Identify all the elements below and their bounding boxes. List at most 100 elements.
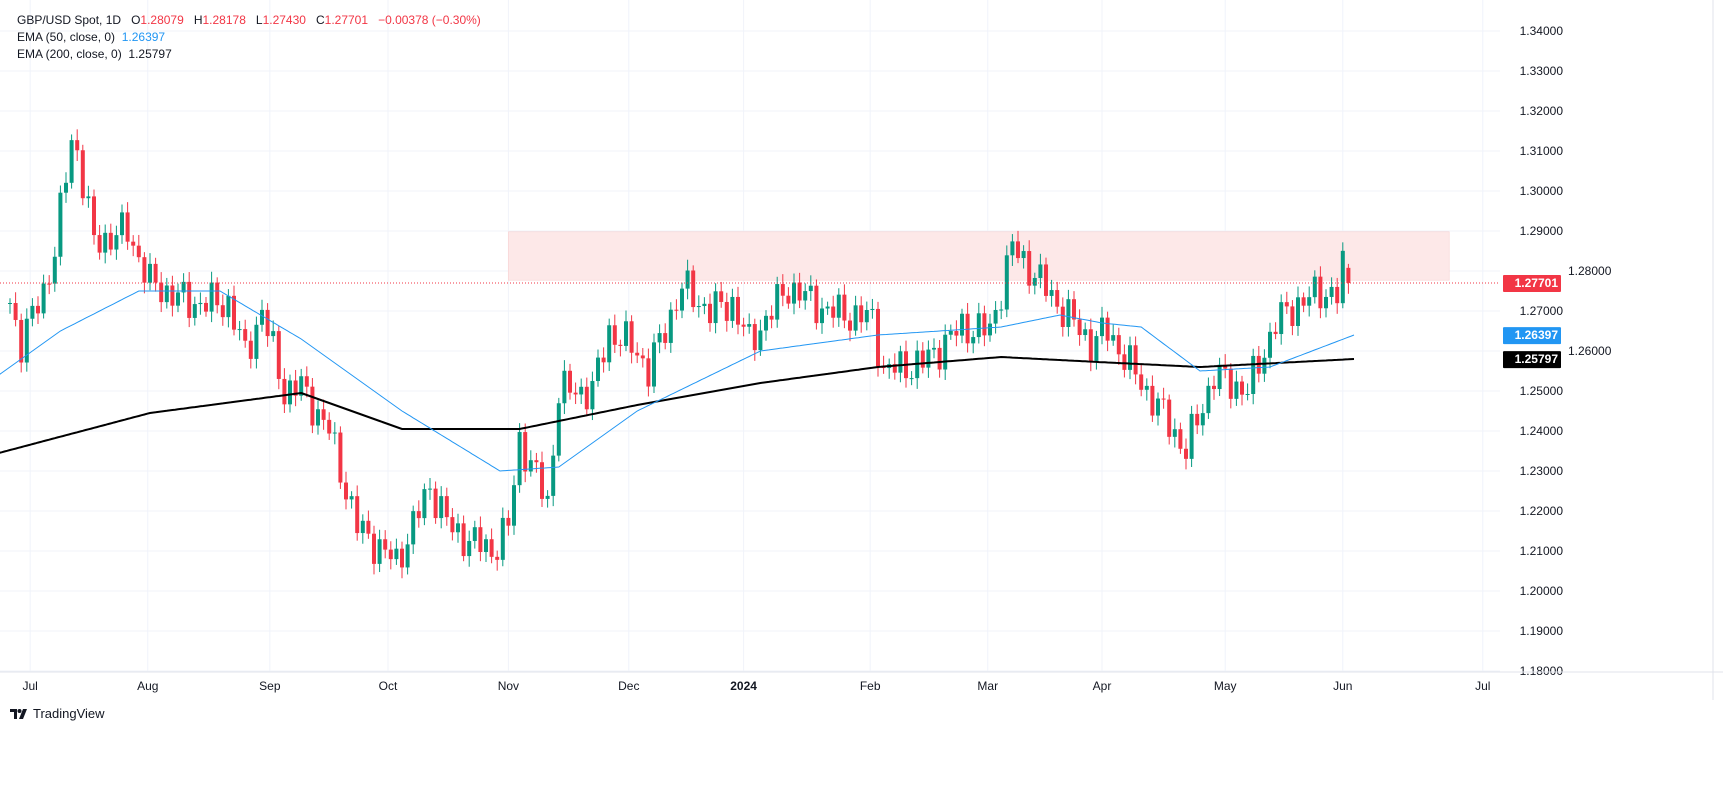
candle [870,298,875,319]
candle [1111,324,1116,346]
candle-body [612,325,617,345]
candle-body [92,196,96,236]
candle [120,204,124,244]
candle-body [853,305,858,331]
candle [1245,383,1250,401]
candle [808,275,813,301]
candle [719,281,724,308]
y-tick-label: 1.29000 [1520,224,1564,238]
candle-body [876,308,880,367]
candle [484,534,488,562]
candle [1206,377,1211,419]
candle [853,295,858,336]
y-tick-label: 1.18000 [1520,664,1564,678]
candle-body [1228,368,1233,399]
candle [1150,375,1155,422]
candle [528,450,533,477]
candle-body [1133,345,1138,375]
candle-body [1335,286,1340,304]
last-price-badge: 1.27701 [1503,274,1561,292]
candle-body [624,321,628,346]
y-tick-label: 1.26000 [1568,344,1612,358]
candle-body [758,330,763,351]
candle [489,528,494,564]
candle-body [75,140,80,151]
candle [814,279,819,330]
candle [568,363,572,400]
candle-body [237,329,242,331]
candle [579,378,584,405]
candle [534,452,539,473]
candle-body [1329,286,1334,297]
candle-body [926,349,931,368]
candle [1301,292,1306,313]
candle-body [1262,357,1267,374]
candle-body [467,540,472,557]
ema200-badge: 1.25797 [1503,351,1561,369]
candle [293,369,298,407]
candle [562,360,567,415]
candle-body [573,392,578,395]
candle [898,345,903,383]
y-tick-label: 1.31000 [1520,144,1564,158]
candle [24,308,29,372]
candle-body [937,347,942,370]
candle [1016,230,1020,264]
candle [1077,309,1082,346]
candle [461,515,466,562]
ema50-legend[interactable]: EMA (50, close, 0) 1.26397 [17,30,166,44]
candle-body [181,281,186,293]
candle [792,273,796,315]
candle [512,475,516,535]
candle-body [338,432,343,483]
tradingview-logo[interactable]: TradingView [10,706,105,721]
candle-body [377,539,382,564]
candle-body [1200,413,1205,426]
candle-body [512,485,516,526]
candle-body [663,333,668,343]
candle-body [47,283,52,285]
candle-body [736,296,740,325]
candle-body [411,511,416,545]
candle [976,302,981,344]
candle-body [836,294,841,318]
candle-body [909,378,914,380]
candle [170,275,175,317]
candle-body [1122,354,1127,370]
candle [797,272,802,309]
candle [596,349,600,387]
y-tick-label: 1.28000 [1568,264,1612,278]
candle [724,292,729,332]
candle-body [1032,277,1037,286]
candle-body [870,308,875,311]
candle-body [769,315,774,320]
candle [573,382,578,405]
candle [1262,349,1267,382]
candle [960,308,964,344]
candle [685,259,690,300]
x-tick-label: Jul [1475,679,1490,693]
candle-body [1111,335,1116,341]
candle [355,485,360,541]
candle [1329,277,1334,305]
candle-body [1296,297,1300,326]
candle [500,507,505,567]
y-tick-label: 1.19000 [1520,624,1564,638]
candle [164,277,169,309]
candle-body [1245,393,1250,395]
candle [859,296,864,333]
ema200-legend[interactable]: EMA (200, close, 0) 1.25797 [17,47,172,61]
candle-body [1167,399,1172,437]
candle [349,491,354,509]
candle [657,324,662,354]
candle [1055,281,1060,314]
candle-body [276,331,281,379]
candle [708,293,712,332]
candle-body [1021,251,1026,259]
open-value: 1.28079 [140,13,184,27]
candle [887,358,892,379]
candle [13,292,18,327]
candle [316,400,320,435]
